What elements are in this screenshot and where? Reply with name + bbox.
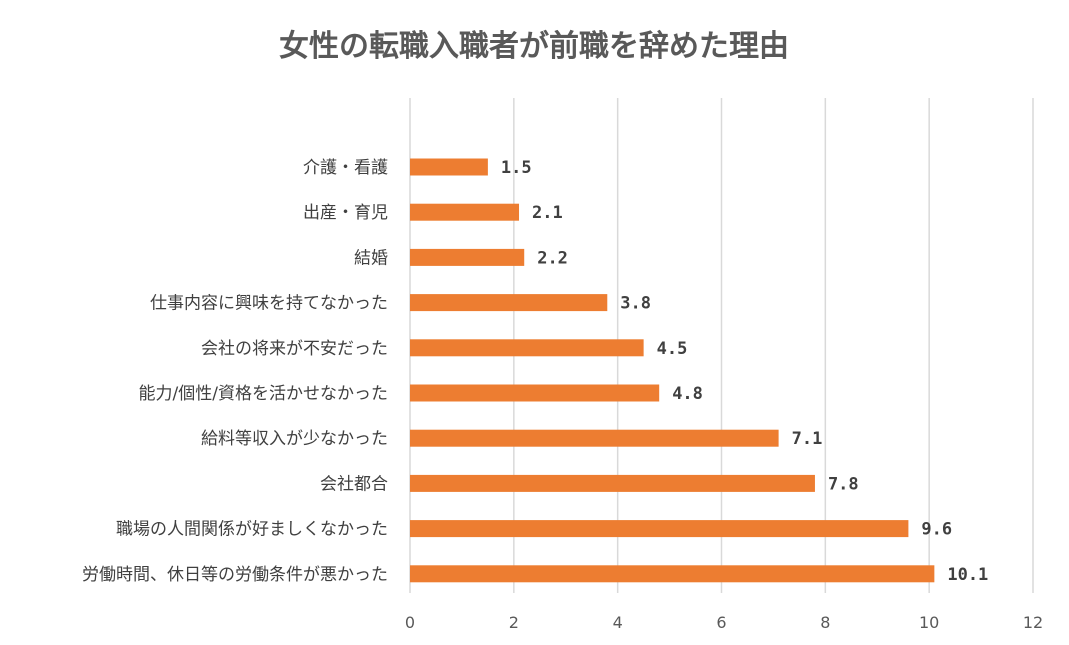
bar	[410, 203, 520, 221]
x-tick-label: 2	[509, 613, 519, 632]
bars	[410, 158, 935, 583]
data-label: 4.5	[657, 339, 688, 359]
bar	[410, 474, 815, 492]
chart-title: 女性の転職入職者が前職を辞めた理由	[279, 29, 789, 64]
x-tick-label: 0	[405, 613, 415, 632]
bar	[410, 158, 488, 176]
category-label: 能力/個性/資格を活かせなかった	[139, 384, 388, 404]
category-label: 出産・育児	[303, 203, 388, 223]
bar	[410, 429, 779, 447]
bar	[410, 384, 660, 402]
x-axis-tick-labels: 0 2 4 6 8 10 12	[405, 613, 1043, 632]
category-label: 職場の人間関係が好ましくなかった	[116, 520, 388, 540]
data-label: 10.1	[947, 565, 988, 585]
bar	[410, 565, 935, 583]
category-label: 会社の将来が不安だった	[201, 339, 388, 359]
category-label: 会社都合	[320, 474, 388, 494]
data-label: 2.1	[532, 203, 563, 223]
category-label: 給料等収入が少なかった	[201, 429, 388, 449]
data-label: 2.2	[537, 248, 568, 268]
x-tick-label: 12	[1023, 613, 1043, 632]
category-label: 労働時間、休日等の労働条件が悪かった	[82, 565, 388, 585]
data-label: 4.8	[672, 384, 703, 404]
category-label: 仕事内容に興味を持てなかった	[150, 294, 388, 314]
data-label: 7.1	[792, 429, 823, 449]
bar	[410, 248, 525, 266]
bar	[410, 339, 644, 357]
data-label: 9.6	[921, 520, 952, 540]
bar	[410, 520, 909, 538]
bar	[410, 294, 608, 312]
category-labels: 介護・看護出産・育児結婚仕事内容に興味を持てなかった会社の将来が不安だった能力/…	[82, 158, 388, 585]
category-label: 結婚	[354, 248, 388, 268]
data-label: 7.8	[828, 474, 859, 494]
data-label: 1.5	[501, 158, 532, 178]
data-labels: 1.5 2.1 2.2 3.8 4.5 4.8 7.1 7.8 9.6 10.1	[501, 158, 988, 585]
data-label: 3.8	[620, 294, 651, 314]
category-label: 介護・看護	[303, 158, 388, 178]
x-tick-label: 6	[716, 613, 726, 632]
x-tick-label: 10	[919, 613, 939, 632]
x-tick-label: 4	[613, 613, 623, 632]
x-tick-label: 8	[820, 613, 830, 632]
